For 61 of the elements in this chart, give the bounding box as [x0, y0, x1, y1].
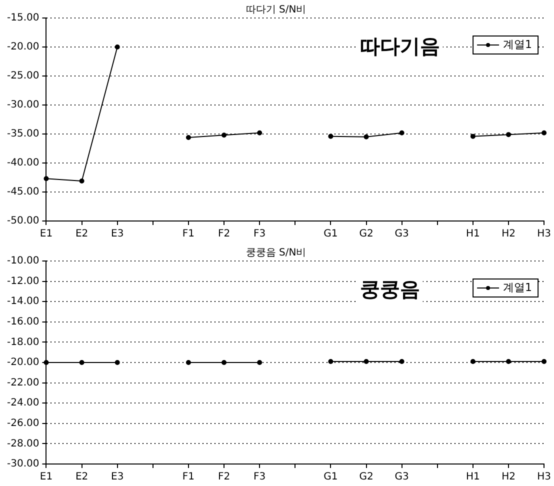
- x-tick-label: F3: [254, 228, 266, 240]
- x-tick-label: F1: [182, 472, 195, 483]
- x-tick-label: H2: [502, 472, 516, 483]
- y-tick-label: -28.00: [6, 438, 40, 450]
- y-tick-label: -24.00: [6, 398, 40, 409]
- y-tick-label: -10.00: [6, 256, 40, 267]
- chart-title: 쿵쿵음 S/N비: [246, 248, 306, 259]
- x-tick-label: H1: [466, 472, 480, 483]
- y-tick-label: -25.00: [6, 70, 40, 82]
- x-tick-label: E1: [40, 472, 53, 483]
- point: [506, 132, 511, 138]
- point: [44, 176, 49, 182]
- y-tick-label: -45.00: [6, 186, 40, 198]
- y-tick-label: -26.00: [6, 418, 40, 429]
- x-tick-label: F3: [254, 472, 266, 483]
- point: [257, 130, 262, 136]
- point: [186, 134, 191, 140]
- x-tick-label: F2: [218, 472, 230, 483]
- x-tick-label: G2: [359, 228, 374, 240]
- x-tick-label: G3: [394, 228, 409, 240]
- chart-title: 따다기 S/N비: [246, 4, 306, 16]
- x-tick-label: E3: [111, 228, 124, 240]
- x-tick-label: H3: [537, 228, 552, 240]
- y-tick-label: -14.00: [6, 296, 40, 308]
- y-tick-label: -40.00: [6, 158, 40, 169]
- x-tick-label: G2: [359, 472, 374, 483]
- y-tick-label: -35.00: [6, 128, 40, 140]
- y-tick-label: -22.00: [6, 377, 40, 388]
- annotation: 따다기음: [360, 34, 440, 58]
- y-tick-label: -30.00: [6, 100, 40, 111]
- y-tick-label: -15.00: [6, 12, 40, 24]
- x-tick-label: E2: [75, 228, 88, 240]
- x-tick-label: G1: [324, 228, 338, 240]
- x-tick-label: G1: [324, 472, 338, 483]
- x-tick-label: E1: [40, 228, 53, 240]
- y-tick-label: -12.00: [6, 276, 40, 287]
- y-tick-label: -30.00: [6, 458, 40, 470]
- y-tick-label: -18.00: [6, 336, 40, 348]
- x-tick-label: G3: [394, 472, 409, 483]
- x-tick-label: F1: [182, 228, 195, 240]
- y-tick-label: -16.00: [6, 316, 40, 328]
- y-tick-label: -50.00: [6, 216, 40, 227]
- legend-label: 계열1: [503, 280, 532, 294]
- point: [222, 132, 227, 138]
- point: [364, 134, 369, 140]
- y-tick-label: -20.00: [6, 357, 40, 368]
- point: [79, 178, 84, 184]
- point: [470, 134, 476, 139]
- x-tick-label: F2: [218, 228, 230, 240]
- annotation: 쿵쿵음: [360, 277, 420, 302]
- x-tick-label: E2: [75, 472, 88, 483]
- x-tick-label: H2: [502, 228, 516, 240]
- point: [542, 130, 547, 136]
- x-tick-label: H1: [466, 228, 480, 240]
- point: [114, 44, 120, 50]
- y-tick-label: -20.00: [6, 42, 40, 53]
- x-tick-label: E3: [111, 472, 124, 483]
- x-tick-label: H3: [537, 472, 552, 483]
- point: [328, 134, 334, 139]
- point: [399, 130, 404, 136]
- legend-label: 계열1: [503, 38, 532, 51]
